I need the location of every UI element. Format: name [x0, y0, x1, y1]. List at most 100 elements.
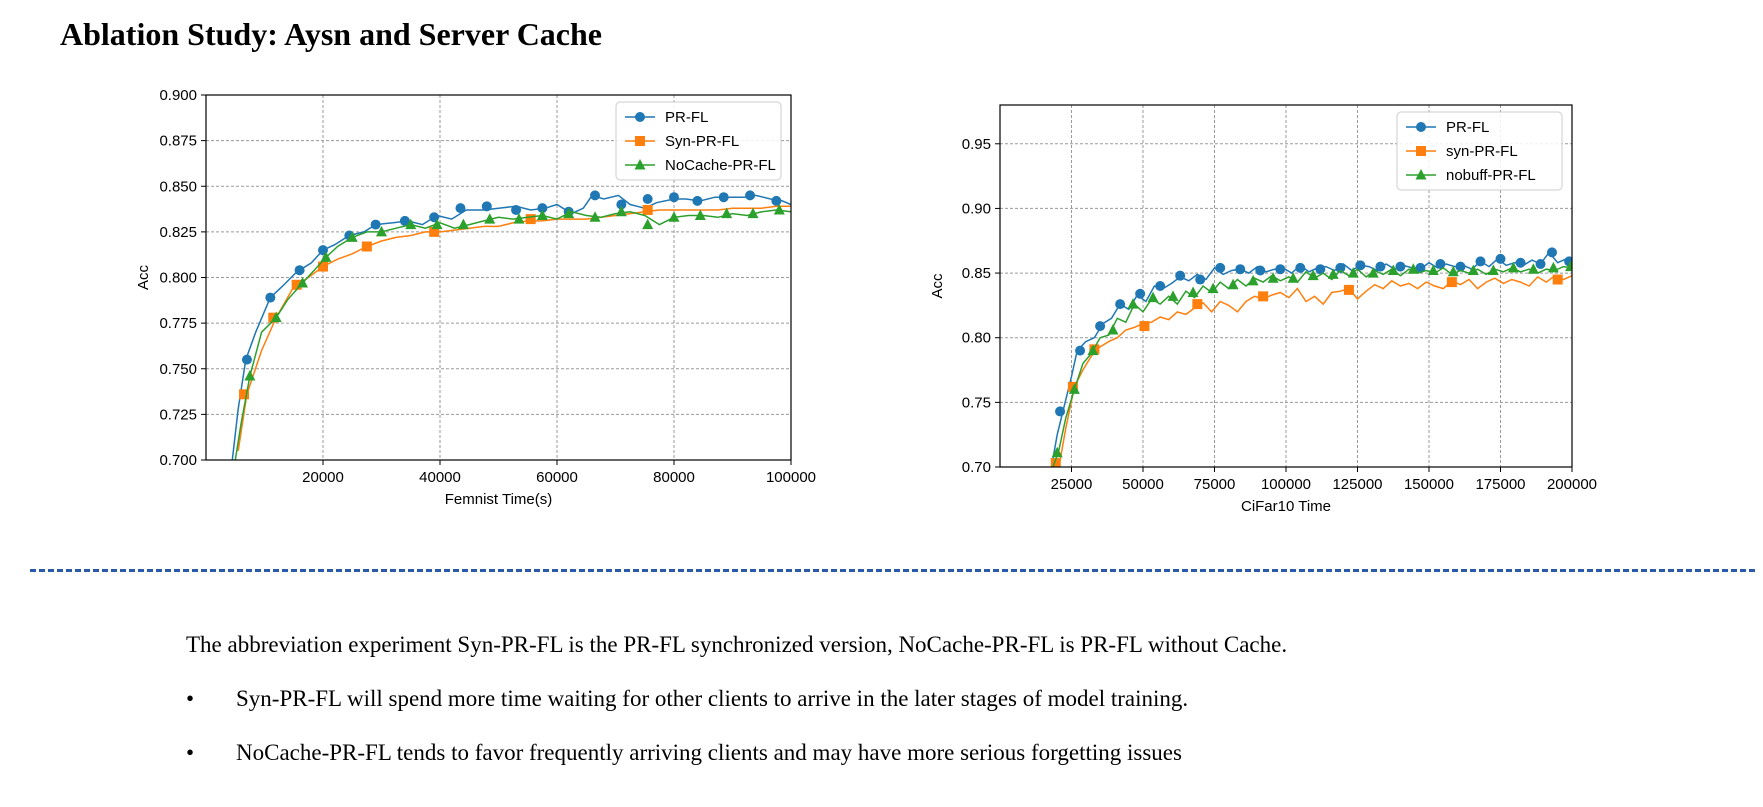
x-tick-label: 100000 — [1261, 476, 1311, 493]
notes-bullet-text: Syn-PR-FL will spend more time waiting f… — [236, 686, 1189, 711]
series-pr-fl — [231, 190, 791, 460]
series-marker — [537, 203, 548, 214]
series-marker — [1375, 261, 1386, 272]
series-marker — [405, 218, 417, 230]
series-marker — [1227, 278, 1239, 290]
series-marker — [616, 199, 627, 210]
y-tick-label: 0.700 — [159, 452, 197, 469]
series-marker — [399, 215, 410, 226]
y-tick-label: 0.775 — [159, 315, 197, 332]
legend: PR-FL syn-PR-FL nobuff-PR-FL — [1396, 111, 1563, 191]
series-marker — [1335, 262, 1346, 273]
series-marker — [525, 214, 536, 225]
series-marker — [239, 389, 250, 400]
series-marker — [615, 205, 627, 217]
series-marker — [1535, 259, 1546, 270]
x-axis-label: CiFar10 Time — [1241, 498, 1331, 515]
series-marker — [1475, 256, 1486, 267]
series-marker — [1139, 321, 1150, 332]
series-marker — [376, 225, 387, 237]
series-marker — [318, 261, 328, 272]
series-marker — [1307, 269, 1319, 281]
legend-label: NoCache-PR-FL — [665, 157, 776, 174]
series-marker — [642, 194, 653, 205]
series-marker — [1435, 259, 1446, 270]
series-marker — [1415, 262, 1426, 273]
legend-label: syn-PR-FL — [1446, 143, 1518, 160]
series-marker — [1075, 345, 1086, 356]
x-tick-label: 200000 — [1547, 476, 1597, 493]
x-tick-label: 175000 — [1475, 476, 1525, 493]
legend-box — [1396, 111, 1563, 191]
series-pr-fl — [1050, 247, 1572, 467]
series-marker — [1051, 446, 1063, 458]
series-marker — [1267, 272, 1279, 283]
series-nobuff-pr-fl — [1051, 260, 1572, 467]
legend-box — [615, 101, 782, 181]
legend-swatch-marker — [634, 159, 646, 170]
series-marker — [1527, 263, 1539, 274]
series-marker — [1407, 263, 1419, 274]
series-marker — [241, 354, 252, 365]
y-tick-label: 0.850 — [159, 178, 197, 195]
y-tick-label: 0.80 — [962, 330, 991, 347]
bullet-dot-icon: • — [186, 740, 195, 765]
axes: 25000 50000 75000 100000 125000 150000 175000 2… — [929, 136, 1597, 515]
series-line — [1053, 274, 1572, 467]
series-line — [231, 194, 791, 460]
series-marker — [1546, 247, 1557, 258]
series-marker — [721, 207, 733, 219]
series-marker — [1215, 262, 1226, 273]
series-marker — [642, 204, 653, 215]
legend: PR-FL Syn-PR-FL NoCache-PR-FL — [615, 101, 782, 181]
series-marker — [694, 209, 706, 220]
series-marker — [1107, 323, 1119, 335]
series-marker — [1192, 299, 1203, 310]
y-axis-label: Acc — [929, 273, 946, 299]
series-marker — [771, 195, 782, 206]
series-marker — [1050, 458, 1061, 467]
series-line — [1050, 251, 1572, 467]
chart-cifar10: 25000 50000 75000 100000 125000 150000 175000 2… — [925, 90, 1597, 530]
bullet-dot-icon: • — [186, 686, 195, 711]
series-syn-pr-fl — [1050, 274, 1572, 467]
series-marker — [1255, 265, 1266, 276]
legend-swatch-marker — [1416, 146, 1426, 156]
series-marker — [1507, 261, 1519, 273]
series-marker — [361, 241, 372, 252]
series-marker — [455, 203, 466, 214]
x-tick-label: 25000 — [1051, 476, 1093, 493]
series-marker — [1387, 264, 1399, 275]
series-marker — [1287, 272, 1299, 283]
legend-swatch-marker — [1416, 122, 1426, 132]
series-marker — [1055, 406, 1066, 417]
series-marker — [1187, 286, 1199, 297]
series-marker — [1547, 261, 1559, 273]
legend-swatch-marker — [1415, 169, 1427, 180]
x-tick-label: 100000 — [766, 469, 816, 486]
y-axis-label: Acc — [135, 265, 152, 291]
legend-label: Syn-PR-FL — [665, 133, 739, 150]
series-marker — [1467, 264, 1479, 275]
y-tick-label: 0.800 — [159, 270, 197, 287]
slide-title: Ablation Study: Aysn and Server Cache — [60, 16, 602, 52]
series-marker — [1343, 284, 1354, 295]
series-marker — [1087, 344, 1099, 356]
x-tick-label: 20000 — [302, 469, 344, 486]
series-marker — [481, 201, 492, 212]
series-marker — [511, 204, 522, 215]
series-marker — [1068, 383, 1080, 394]
series-marker — [1395, 261, 1406, 272]
series-marker — [429, 226, 440, 237]
series-marker — [692, 195, 703, 206]
series-marker — [563, 207, 575, 219]
series-marker — [1315, 264, 1326, 275]
chart-cifar10-svg: 25000 50000 75000 100000 125000 150000 175000 2… — [929, 104, 1597, 515]
series-marker — [1427, 264, 1439, 275]
series-marker — [1495, 253, 1506, 264]
x-tick-label: 150000 — [1404, 476, 1454, 493]
series-marker — [589, 211, 601, 222]
legend-swatch-marker — [635, 112, 645, 122]
y-tick-label: 0.900 — [159, 87, 197, 104]
y-tick-label: 0.875 — [159, 133, 197, 150]
